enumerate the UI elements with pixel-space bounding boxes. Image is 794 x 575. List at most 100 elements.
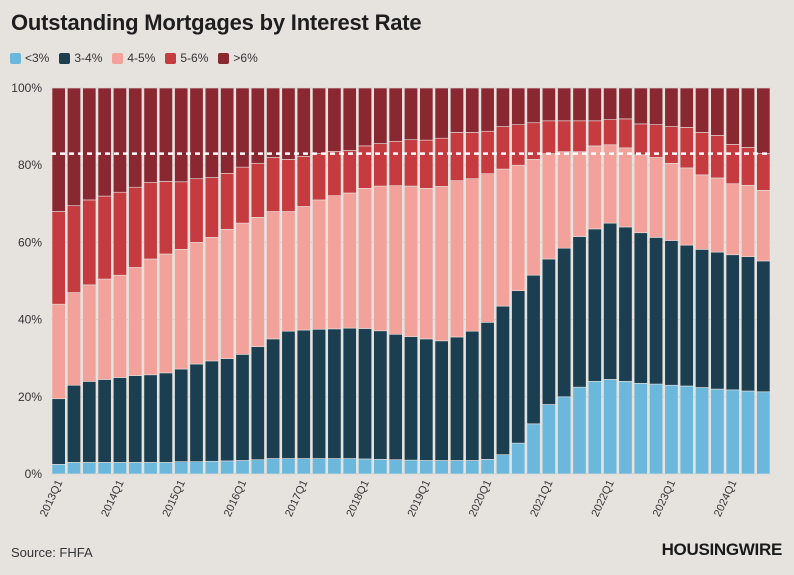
bar-segment — [220, 460, 235, 475]
bar-segment — [587, 228, 602, 382]
x-tick-label: 2021Q1 — [528, 478, 555, 519]
x-tick-label: 2018Q1 — [344, 478, 371, 519]
bar-segment — [449, 132, 464, 181]
bar-segment — [541, 404, 556, 475]
legend-label: >6% — [233, 51, 258, 65]
legend-item: >6% — [218, 51, 258, 65]
bar-segment — [266, 87, 281, 158]
bar-segment — [618, 381, 633, 475]
bar-segment — [404, 459, 418, 475]
legend-label: <3% — [25, 51, 50, 65]
bar-segment — [67, 292, 81, 386]
bar-segment — [756, 189, 771, 262]
bar-segment — [373, 87, 388, 144]
bar-segment — [572, 120, 587, 152]
bar-segment — [281, 211, 296, 332]
bar-segment — [541, 120, 556, 154]
bar-segment — [725, 183, 740, 256]
bar-segment — [143, 258, 158, 376]
bar-segment — [465, 178, 480, 332]
bar-segment — [434, 87, 449, 139]
bar-segment — [342, 327, 357, 459]
bar-segment — [342, 150, 357, 194]
bar-segment — [649, 383, 664, 475]
bar-segment — [281, 330, 296, 459]
bar-segment — [158, 372, 173, 463]
bar-segment — [649, 237, 664, 385]
bar-segment — [158, 462, 173, 475]
bar-segment — [220, 173, 235, 230]
bar-segment — [557, 247, 572, 398]
bar-segment — [250, 87, 265, 164]
bar-segment — [327, 87, 342, 152]
bar-segment — [649, 87, 664, 125]
bar-segment — [541, 258, 556, 405]
bar-segment — [388, 185, 403, 335]
bar-segment — [695, 174, 710, 250]
bar-segment — [296, 87, 311, 157]
bar-segment — [618, 147, 633, 228]
bar-segment — [51, 87, 66, 212]
bar-segment — [633, 87, 648, 125]
bar-segment — [174, 87, 189, 183]
x-tick-label: 2015Q1 — [161, 478, 188, 519]
bar-segment — [358, 458, 373, 475]
bar-segment — [587, 145, 602, 230]
bar-segment — [526, 159, 541, 276]
bar-segment — [358, 188, 373, 329]
bar-segment — [695, 387, 710, 475]
bar-segment — [189, 363, 204, 462]
bar-segment — [220, 358, 235, 462]
bar-segment — [511, 164, 526, 291]
bar-segment — [312, 153, 327, 201]
bar-segment — [204, 237, 219, 362]
bar-segment — [235, 460, 250, 475]
bar-segment — [388, 140, 403, 186]
bar-segment — [358, 145, 373, 189]
bar-segment — [204, 360, 219, 462]
bar-segment — [710, 388, 725, 475]
bar-segment — [342, 87, 357, 151]
bar-segment — [404, 87, 418, 141]
bar-segment — [112, 191, 127, 276]
bar-segment — [756, 87, 771, 154]
bar-segment — [511, 124, 526, 166]
bar-segment — [143, 87, 158, 183]
bar-segment — [112, 462, 127, 475]
bar-segment — [465, 330, 480, 461]
bar-segment — [327, 458, 342, 475]
bar-segment — [373, 459, 388, 475]
bar-segment — [465, 87, 480, 133]
bar-segment — [756, 153, 771, 191]
bar-segment — [82, 284, 97, 382]
y-tick-label: 40% — [18, 313, 42, 327]
bar-segment — [128, 375, 143, 463]
bar-segment — [633, 232, 648, 384]
y-tick-label: 0% — [25, 467, 43, 481]
legend-swatch-4-5 — [112, 52, 124, 64]
y-tick-label: 20% — [18, 390, 42, 404]
bar-segment — [174, 249, 189, 370]
legend-label: 5-6% — [180, 51, 209, 65]
x-tick-label: 2024Q1 — [712, 478, 739, 519]
bar-segment — [710, 135, 725, 179]
bar-segment — [587, 381, 602, 475]
x-tick-label: 2023Q1 — [651, 478, 678, 519]
bar-segment — [388, 333, 403, 461]
bar-segment — [725, 144, 740, 185]
bar-segment — [633, 382, 648, 475]
bar-segment — [541, 87, 556, 122]
bar-segment — [480, 459, 495, 475]
bar-segment — [174, 181, 189, 250]
bar-segment — [158, 253, 173, 374]
bar-segment — [664, 87, 679, 127]
legend-swatch-5-6 — [165, 52, 177, 64]
bar-segment — [373, 330, 388, 460]
bar-segment — [373, 185, 388, 332]
bar-segment — [97, 87, 112, 197]
bar-segment — [143, 374, 158, 463]
bar-segment — [419, 87, 434, 141]
bar-segment — [404, 139, 418, 187]
bar-segment — [526, 423, 541, 475]
bar-segment — [603, 119, 618, 146]
